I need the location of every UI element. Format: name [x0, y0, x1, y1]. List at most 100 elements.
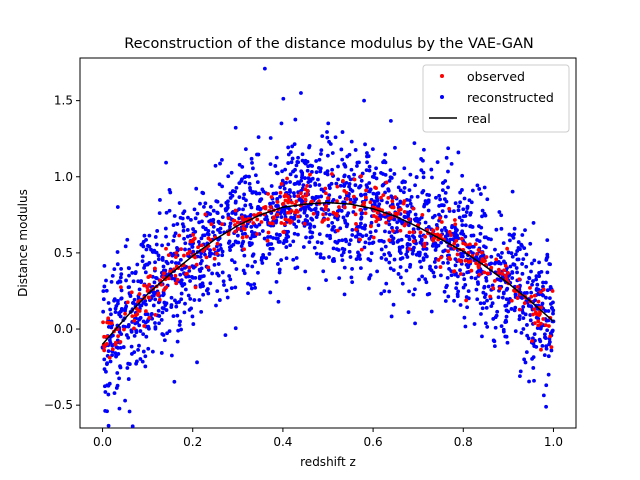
reconstructed-point [541, 393, 546, 398]
reconstructed-point [352, 172, 356, 177]
reconstructed-point [379, 171, 383, 175]
observed-point [423, 234, 428, 239]
observed-point [453, 218, 457, 222]
reconstructed-point [324, 278, 328, 283]
reconstructed-point [520, 296, 524, 300]
reconstructed-point [150, 349, 155, 354]
reconstructed-point [135, 262, 140, 267]
observed-point [102, 345, 107, 349]
reconstructed-point [343, 163, 347, 168]
reconstructed-point [409, 194, 414, 199]
observed-point [407, 247, 412, 251]
reconstructed-point [260, 229, 265, 233]
reconstructed-point [273, 219, 278, 224]
reconstructed-point [217, 182, 222, 187]
reconstructed-point [284, 232, 289, 237]
reconstructed-point [542, 332, 547, 337]
reconstructed-point [404, 234, 409, 238]
y-tick-label: 0.0 [54, 322, 73, 336]
reconstructed-point [277, 270, 282, 275]
reconstructed-point [188, 297, 193, 301]
reconstructed-point [342, 183, 347, 187]
reconstructed-point [277, 233, 282, 238]
reconstructed-point [330, 220, 335, 225]
reconstructed-point [389, 176, 394, 180]
observed-point [386, 196, 391, 200]
observed-point [263, 206, 268, 211]
reconstructed-point [208, 248, 212, 252]
reconstructed-point [483, 292, 488, 297]
observed-point [536, 323, 541, 328]
reconstructed-point [234, 267, 239, 271]
reconstructed-point [280, 178, 285, 183]
reconstructed-point [283, 212, 287, 216]
reconstructed-point [216, 273, 221, 278]
reconstructed-point [400, 256, 405, 260]
reconstructed-point [348, 197, 353, 202]
reconstructed-point [181, 228, 186, 233]
reconstructed-point [495, 309, 500, 314]
reconstructed-point [449, 273, 454, 278]
reconstructed-point [392, 217, 396, 222]
reconstructed-point [201, 274, 206, 278]
reconstructed-point [240, 177, 244, 182]
observed-point [137, 309, 142, 313]
reconstructed-point [312, 224, 317, 229]
reconstructed-point [348, 177, 353, 182]
reconstructed-point [493, 247, 497, 252]
observed-point [522, 301, 527, 306]
observed-point [541, 287, 546, 292]
reconstructed-point [508, 264, 513, 269]
reconstructed-point [163, 226, 168, 231]
reconstructed-point [487, 262, 492, 267]
observed-point [407, 217, 412, 222]
reconstructed-point [411, 292, 416, 297]
reconstructed-point [144, 247, 149, 252]
reconstructed-point [384, 281, 389, 286]
observed-point [209, 222, 214, 227]
reconstructed-point [183, 287, 188, 292]
reconstructed-point [300, 175, 304, 180]
reconstructed-point [338, 183, 343, 188]
reconstructed-point [357, 185, 361, 190]
reconstructed-point [501, 241, 506, 246]
reconstructed-point [259, 197, 264, 202]
observed-point [375, 210, 380, 215]
observed-point [390, 205, 394, 210]
reconstructed-point [308, 235, 313, 240]
observed-point [446, 249, 451, 254]
observed-point [244, 234, 249, 239]
observed-point [279, 182, 284, 186]
reconstructed-point [504, 314, 509, 319]
reconstructed-point [476, 268, 481, 273]
reconstructed-point [549, 348, 554, 353]
observed-point [369, 224, 373, 229]
observed-point [299, 191, 303, 196]
reconstructed-point [359, 266, 363, 270]
reconstructed-point [461, 285, 466, 290]
reconstructed-point [253, 173, 258, 178]
reconstructed-point [115, 250, 120, 254]
reconstructed-point [314, 170, 319, 175]
observed-point [468, 259, 473, 264]
reconstructed-point [296, 232, 300, 237]
reconstructed-point [413, 287, 417, 292]
reconstructed-point [253, 259, 257, 264]
observed-point [255, 217, 260, 222]
reconstructed-point [391, 268, 396, 273]
reconstructed-point [350, 267, 354, 271]
observed-point [321, 212, 326, 217]
reconstructed-point [130, 270, 135, 275]
reconstructed-point [482, 235, 487, 240]
reconstructed-point [484, 305, 489, 310]
reconstructed-point [162, 338, 167, 343]
reconstructed-point [325, 135, 330, 140]
observed-point [134, 306, 139, 311]
reconstructed-point [110, 353, 114, 358]
reconstructed-point [293, 181, 298, 186]
reconstructed-point [547, 340, 552, 344]
observed-point [303, 187, 308, 192]
reconstructed-point [483, 321, 488, 326]
reconstructed-point [544, 295, 548, 300]
reconstructed-point [412, 245, 416, 250]
